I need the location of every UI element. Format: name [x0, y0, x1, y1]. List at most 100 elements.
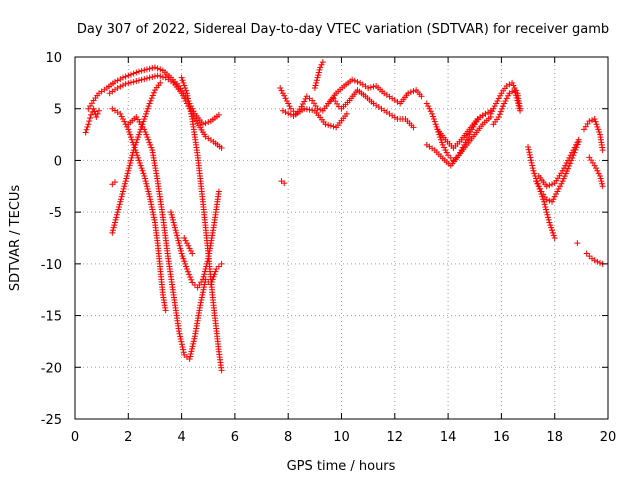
data-point: [136, 160, 143, 167]
data-point: [119, 82, 126, 89]
data-point: [178, 338, 185, 345]
data-point: [168, 211, 175, 218]
data-point: [187, 105, 194, 112]
data-point: [343, 110, 350, 117]
data-point: [502, 97, 509, 104]
data-point: [178, 90, 185, 97]
data-point: [566, 154, 573, 161]
data-point: [151, 64, 158, 71]
data-point: [183, 87, 190, 94]
data-point: [312, 82, 319, 89]
data-point: [425, 103, 432, 110]
data-point: [586, 118, 593, 125]
data-point: [183, 240, 190, 247]
data-point: [591, 116, 598, 123]
data-point: [497, 108, 504, 115]
data-point: [595, 126, 602, 133]
data-point: [137, 162, 144, 169]
data-point: [149, 65, 156, 72]
data-point: [133, 78, 140, 85]
data-point: [319, 59, 326, 66]
data-point: [188, 110, 195, 117]
data-point: [204, 258, 211, 265]
data-point: [172, 227, 179, 234]
series-arc-e-trough: [125, 113, 225, 363]
series-arc-g-dip: [167, 188, 222, 291]
data-point: [145, 103, 152, 110]
data-point: [188, 113, 195, 120]
data-point: [145, 191, 152, 198]
data-point: [525, 143, 532, 150]
data-point: [130, 147, 137, 154]
data-point: [596, 128, 603, 135]
data-point: [182, 237, 189, 244]
data-point: [201, 281, 208, 288]
data-point: [143, 66, 150, 73]
data-point: [150, 89, 157, 96]
data-point: [150, 214, 157, 221]
data-point: [570, 147, 577, 154]
data-point: [410, 88, 417, 95]
data-point: [191, 335, 198, 342]
data-point: [511, 87, 518, 94]
series-arc-a-upper: [85, 64, 222, 128]
data-point: [188, 348, 195, 355]
data-point: [86, 118, 93, 125]
data-point: [574, 240, 581, 247]
data-point: [181, 235, 188, 241]
data-point: [563, 160, 570, 167]
data-point: [583, 250, 590, 257]
data-point: [561, 165, 568, 172]
data-point: [121, 183, 128, 190]
data-point: [423, 100, 430, 107]
data-point: [529, 162, 536, 169]
data-point: [432, 121, 439, 128]
data-point: [593, 121, 600, 128]
data-point: [174, 235, 181, 241]
data-point: [184, 92, 191, 99]
series-arc-b-upper: [106, 72, 225, 152]
data-point: [525, 146, 532, 153]
data-point: [551, 235, 558, 241]
data-point: [176, 242, 183, 249]
data-point: [317, 64, 324, 71]
data-point: [147, 141, 154, 148]
data-point: [141, 172, 148, 179]
data-point: [189, 343, 196, 350]
data-point: [130, 78, 137, 85]
data-point: [499, 103, 506, 110]
data-point: [215, 188, 222, 195]
data-point: [190, 340, 197, 347]
data-point: [370, 83, 377, 90]
data-point: [118, 193, 125, 200]
chart-title: Day 307 of 2022, Sidereal Day-to-day VTE…: [77, 22, 609, 37]
series-cluster-mid-4: [338, 87, 417, 131]
series-cluster-mid-3: [325, 76, 425, 107]
data-point: [183, 90, 190, 97]
data-point: [141, 67, 148, 74]
data-point: [309, 107, 316, 114]
data-point: [199, 276, 206, 283]
data-point: [349, 76, 356, 83]
x-tick-label: 2: [124, 430, 132, 445]
series-peak-9.2: [311, 59, 326, 92]
data-point: [547, 222, 554, 229]
data-point: [187, 353, 194, 360]
data-point: [159, 73, 166, 80]
data-point: [279, 90, 286, 97]
data-point: [322, 121, 329, 128]
data-point: [427, 108, 434, 115]
data-point: [489, 108, 496, 115]
data-point: [200, 273, 207, 280]
data-point: [543, 206, 550, 213]
data-point: [82, 129, 89, 136]
data-point: [180, 349, 187, 356]
data-point: [283, 97, 290, 104]
data-point: [147, 198, 154, 205]
series-arc-a-left: [82, 105, 102, 136]
data-point: [496, 111, 503, 118]
data-point: [182, 85, 189, 92]
data-point: [141, 116, 148, 123]
data-point: [301, 105, 308, 112]
